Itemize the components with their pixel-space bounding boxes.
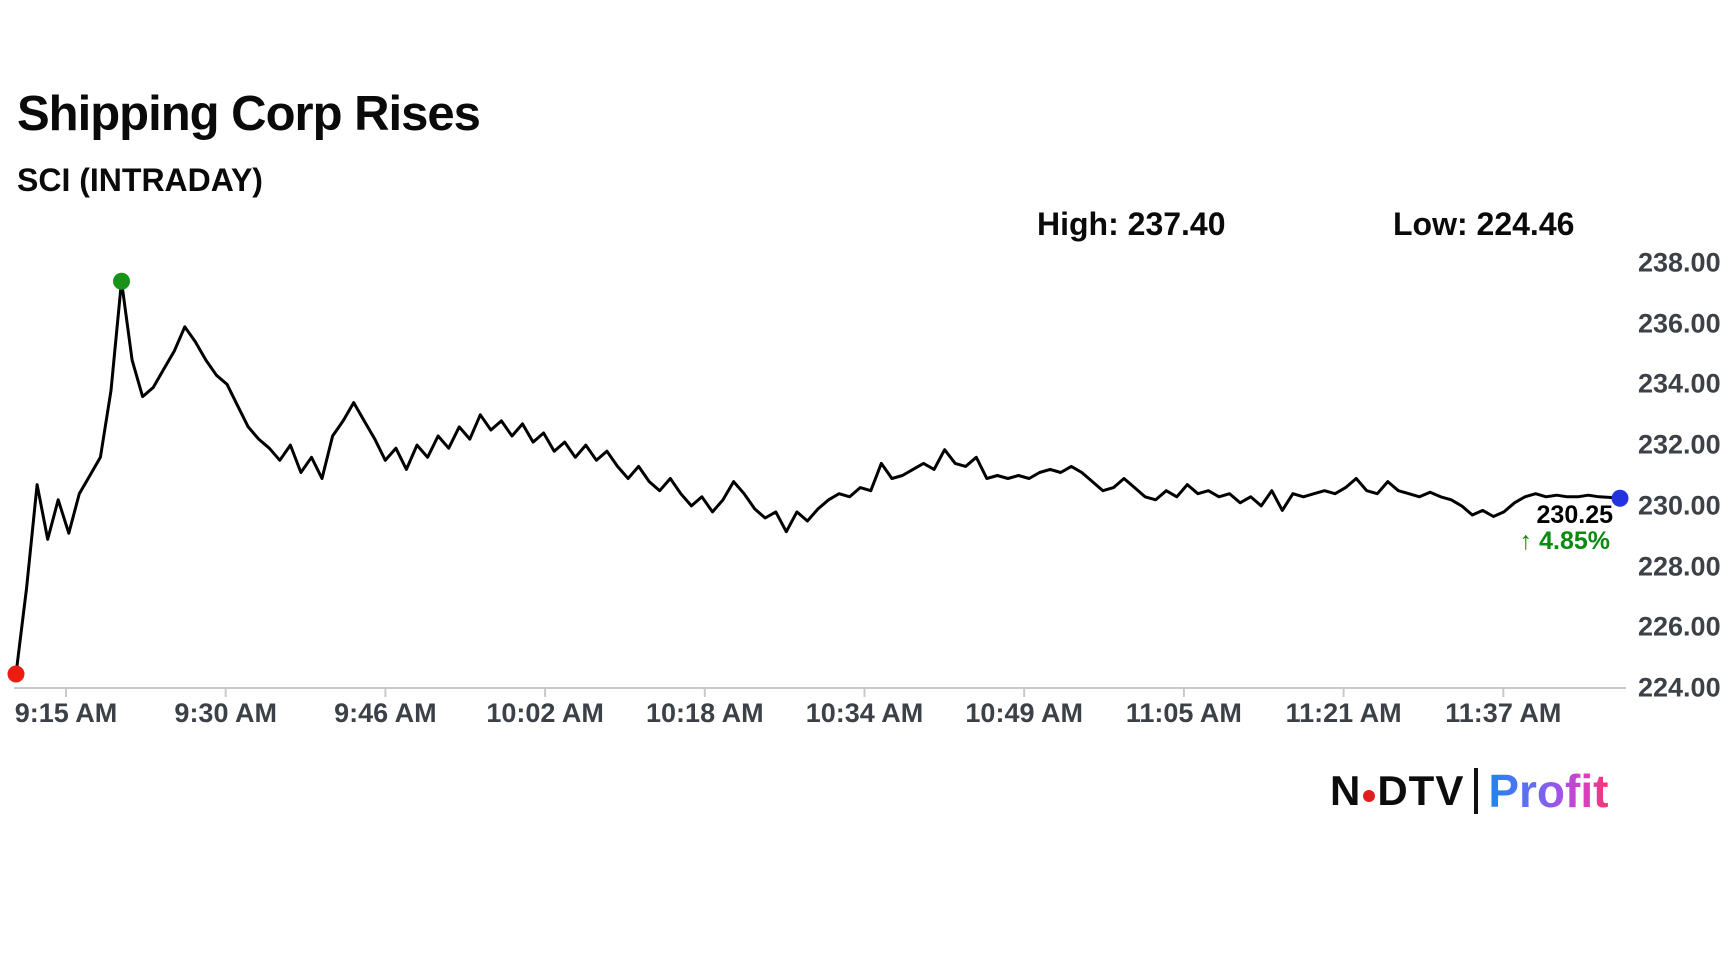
chart-subtitle: SCI (INTRADAY): [17, 162, 263, 198]
price-line: [14, 279, 1622, 676]
y-tick-label: 224.00: [1638, 672, 1721, 703]
y-tick-label: 238.00: [1638, 247, 1721, 278]
x-tick-label: 10:18 AM: [646, 698, 764, 728]
x-tick-label: 9:15 AM: [14, 698, 118, 728]
x-tick-label: 10:02 AM: [486, 698, 604, 728]
y-tick-label: 228.00: [1638, 551, 1721, 582]
y-tick-label: 232.00: [1638, 429, 1721, 460]
logo-divider-bar: [1474, 768, 1479, 814]
session-high-dot: [113, 272, 131, 290]
last-price-dot: [1611, 489, 1629, 507]
y-tick-label: 226.00: [1638, 611, 1721, 642]
ndtv-wordmark: N DTV: [1330, 767, 1464, 815]
x-tick-label: 11:21 AM: [1285, 698, 1402, 728]
y-tick-label: 236.00: [1638, 308, 1721, 339]
ndtv-letters-dtv: DTV: [1377, 767, 1465, 814]
ndtv-red-dot-icon: [1363, 790, 1376, 802]
profit-wordmark: Profit: [1488, 765, 1609, 817]
y-tick-label: 234.00: [1638, 368, 1721, 399]
percent-change-label: ↑ 4.85%: [1520, 527, 1610, 556]
session-low-dot: [7, 665, 25, 683]
x-tick-label: 11:05 AM: [1125, 698, 1242, 728]
x-tick-label: 11:37 AM: [1445, 698, 1562, 728]
x-tick-label: 9:30 AM: [174, 698, 277, 728]
up-arrow-icon: ↑: [1519, 527, 1533, 555]
low-value-label: Low: 224.46: [1393, 206, 1575, 242]
y-tick-label: 230.00: [1638, 490, 1721, 521]
high-value-label: High: 237.40: [1037, 206, 1226, 242]
ndtv-profit-logo: N DTV Profit: [1330, 764, 1608, 818]
last-price-label: 230.25: [1536, 501, 1613, 529]
ndtv-letter-n: N: [1330, 767, 1362, 814]
chart-title: Shipping Corp Rises: [17, 87, 481, 141]
x-tick-label: 9:46 AM: [334, 698, 437, 728]
x-tick-label: 10:34 AM: [805, 698, 924, 728]
x-tick-label: 10:49 AM: [965, 698, 1083, 728]
percent-change-value: 4.85%: [1539, 527, 1610, 555]
x-axis-ticks: [65, 688, 1505, 697]
